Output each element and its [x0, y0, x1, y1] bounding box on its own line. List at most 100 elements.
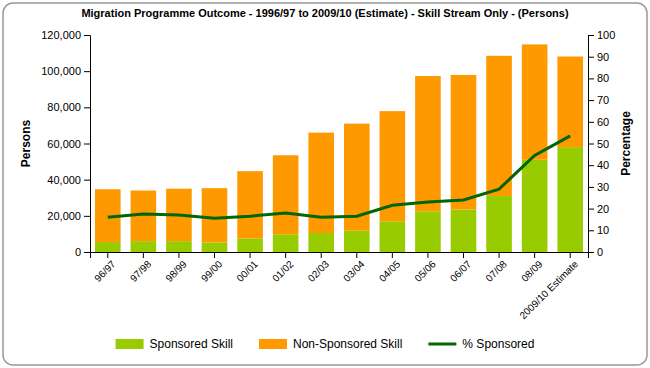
tick-label: 80,000 — [47, 101, 81, 113]
tick: 0 — [588, 246, 603, 258]
tick: 01/02 — [270, 252, 296, 284]
bar — [344, 231, 370, 252]
tick: 08/09 — [519, 252, 545, 284]
tick-mark — [84, 216, 90, 217]
tick-label: 08/09 — [519, 258, 545, 284]
tick: 70 — [588, 94, 609, 106]
tick-label: 20,000 — [47, 210, 81, 222]
tick: 80,000 — [47, 101, 90, 113]
bar — [308, 233, 334, 252]
tick-mark — [588, 122, 594, 123]
tick: 60 — [588, 116, 609, 128]
tick-mark — [178, 252, 179, 258]
tick-label: 00/01 — [234, 258, 260, 284]
tick-mark — [143, 252, 144, 258]
tick-mark — [84, 144, 90, 145]
marks — [95, 44, 583, 252]
tick: 120,000 — [41, 29, 90, 41]
tick-mark — [588, 230, 594, 231]
tick-label: 80 — [597, 72, 609, 84]
axis-line — [84, 36, 91, 253]
tick-mark — [392, 252, 393, 258]
tick-mark — [321, 252, 322, 258]
tick: 90 — [588, 51, 609, 63]
tick: 99/00 — [199, 252, 225, 284]
tick-label: 02/03 — [306, 258, 332, 284]
legend-item: Sponsored Skill — [116, 337, 233, 351]
tick-mark — [84, 71, 90, 72]
tick-label: 2009/10 Estimate — [517, 258, 580, 321]
tick-label: 97/98 — [128, 258, 154, 284]
chart: Migration Programme Outcome - 1996/97 to… — [0, 0, 650, 368]
tick-mark — [250, 252, 251, 258]
tick-label: 40 — [597, 159, 609, 171]
tick-mark — [588, 187, 594, 188]
tick: 06/07 — [448, 252, 474, 284]
legend-item: Non-Sponsored Skill — [259, 337, 402, 351]
tick-label: 03/04 — [341, 258, 367, 284]
tick: 50 — [588, 138, 609, 150]
tick: 30 — [588, 181, 609, 193]
tick: 40 — [588, 159, 609, 171]
tick: 80 — [588, 72, 609, 84]
tick-label: 10 — [597, 224, 609, 236]
tick: 0 — [75, 246, 90, 258]
bar — [166, 241, 192, 252]
legend: Sponsored Skill Non-Sponsored Skill % Spon… — [116, 337, 535, 351]
legend-swatch — [116, 339, 144, 349]
tick-label: 06/07 — [448, 258, 474, 284]
bar — [486, 56, 512, 196]
tick: 07/08 — [483, 252, 509, 284]
bar — [415, 76, 441, 211]
tick-label: 05/06 — [412, 258, 438, 284]
legend-swatch — [428, 343, 456, 346]
bar — [486, 196, 512, 252]
tick: 60,000 — [47, 138, 90, 150]
bar — [273, 234, 299, 252]
tick: 00/01 — [234, 252, 260, 284]
axis-title: Persons — [19, 119, 33, 167]
tick: 03/04 — [341, 252, 367, 284]
tick: 98/99 — [163, 252, 189, 284]
bar — [557, 147, 583, 252]
tick-mark — [588, 57, 594, 58]
tick-label: 60,000 — [47, 138, 81, 150]
tick-mark — [534, 252, 535, 258]
tick-mark — [84, 180, 90, 181]
tick-mark — [356, 252, 357, 258]
tick: 2009/10 Estimate — [517, 252, 580, 321]
legend-item: % Sponsored — [428, 337, 534, 351]
bar — [451, 210, 477, 252]
bar — [202, 188, 228, 242]
axis-line — [91, 253, 589, 259]
tick: 96/97 — [92, 252, 118, 284]
tick-label: 100,000 — [41, 65, 81, 77]
tick-mark — [427, 252, 428, 258]
legend-swatch — [259, 339, 287, 349]
legend-label: Non-Sponsored Skill — [293, 337, 402, 351]
tick: 100,000 — [41, 65, 90, 77]
tick-mark — [499, 252, 500, 258]
tick-label: 96/97 — [92, 258, 118, 284]
tick-label: 0 — [75, 246, 81, 258]
tick-mark — [588, 100, 594, 101]
legend-label: % Sponsored — [462, 337, 534, 351]
tick-mark — [588, 165, 594, 166]
tick-label: 04/05 — [377, 258, 403, 284]
tick: 100 — [588, 29, 615, 41]
tick-label: 70 — [597, 94, 609, 106]
bar — [522, 160, 548, 252]
bar — [202, 242, 228, 252]
tick-label: 07/08 — [483, 258, 509, 284]
tick-mark — [588, 144, 594, 145]
y-axis: 020,00040,00060,00080,000100,000120,000 — [41, 29, 90, 258]
title: Migration Programme Outcome - 1996/97 to… — [81, 7, 569, 19]
tick: 04/05 — [377, 252, 403, 284]
tick-label: 60 — [597, 116, 609, 128]
tick-label: 100 — [597, 29, 615, 41]
x-axis: 96/97 97/98 98/99 99/00 00/01 01/02 02/03 03/04… — [91, 252, 589, 321]
bar — [380, 221, 406, 252]
y2-axis: 0102030405060708090100 — [588, 29, 615, 258]
tick-label: 98/99 — [163, 258, 189, 284]
tick-mark — [588, 78, 594, 79]
